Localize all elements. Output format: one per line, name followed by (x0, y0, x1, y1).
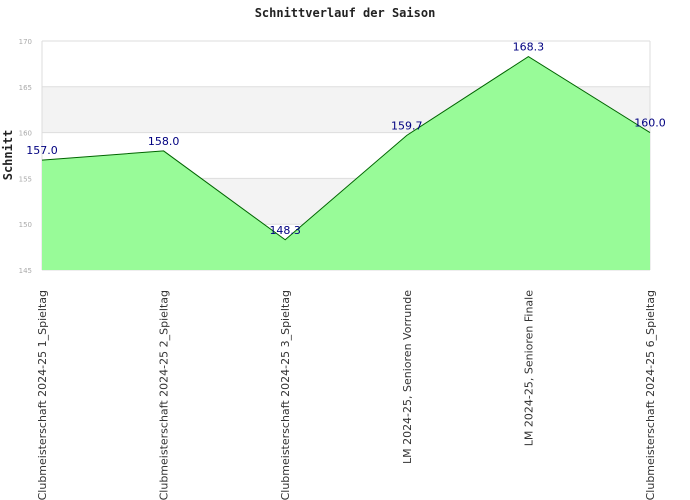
y-tick-label: 145 (19, 267, 32, 275)
data-label: 148.3 (269, 224, 301, 237)
y-tick-label: 160 (19, 130, 32, 138)
data-label: 158.0 (148, 135, 180, 148)
data-label: 157.0 (26, 144, 58, 157)
x-axis-ticks: Clubmeisterschaft 2024-25 1_Spieltag Club… (36, 290, 657, 500)
x-tick-label: Clubmeisterschaft 2024-25 3_Spieltag (279, 290, 292, 500)
x-tick-label: LM 2024-25, Senioren Vorrunde (401, 290, 414, 464)
y-axis-ticks: 145 150 155 160 165 170 (19, 38, 32, 275)
data-label: 168.3 (513, 41, 545, 54)
area-series (41, 55, 651, 271)
y-tick-label: 150 (19, 221, 32, 229)
y-axis-label: Schnitt (1, 130, 15, 181)
data-label: 159.7 (391, 119, 423, 132)
y-tick-label: 170 (19, 38, 32, 46)
y-tick-label: 155 (19, 175, 32, 183)
series-line (41, 55, 651, 241)
x-tick-label: Clubmeisterschaft 2024-25 2_Spieltag (158, 290, 171, 500)
area-fill (42, 56, 650, 271)
y-tick-label: 165 (19, 84, 32, 92)
x-tick-label: Clubmeisterschaft 2024-25 6_Spieltag (644, 290, 657, 500)
data-label: 160.0 (634, 117, 666, 130)
chart-title: Schnittverlauf der Saison (255, 6, 436, 20)
x-tick-label: Clubmeisterschaft 2024-25 1_Spieltag (36, 290, 49, 500)
x-tick-label: LM 2024-25, Senioren Finale (522, 290, 535, 446)
data-labels: 157.0 158.0 148.3 159.7 168.3 160.0 (26, 41, 666, 237)
